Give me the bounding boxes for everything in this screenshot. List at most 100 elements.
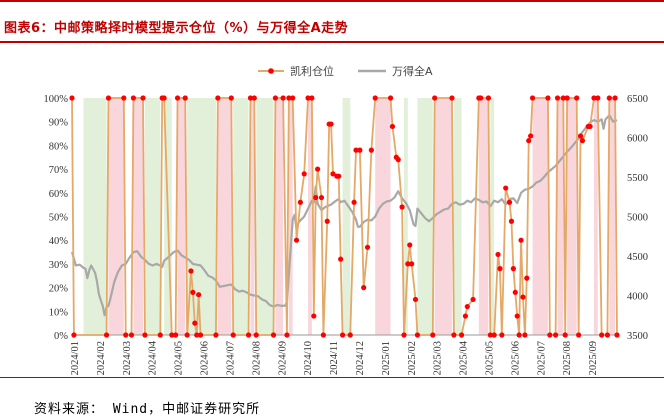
signal-band-bearish	[133, 98, 144, 335]
position-point	[284, 332, 290, 338]
position-point	[516, 332, 522, 338]
position-point	[213, 332, 219, 338]
position-point	[554, 95, 561, 101]
position-point	[301, 171, 307, 177]
y-left-tick-label: 90%	[49, 118, 69, 129]
signal-band-bearish	[593, 98, 598, 335]
position-point	[612, 95, 618, 101]
position-point	[485, 95, 492, 101]
x-tick-label: 2024/01	[70, 341, 81, 375]
y-left-tick-label: 10%	[49, 307, 69, 318]
position-point	[599, 332, 605, 338]
position-point	[464, 303, 470, 310]
position-point	[364, 244, 371, 250]
position-point	[564, 95, 570, 101]
position-point	[196, 292, 202, 298]
position-point	[228, 95, 234, 101]
signal-band-bullish	[187, 98, 216, 335]
y-left-tick-label: 100%	[44, 94, 69, 105]
position-point	[182, 95, 188, 101]
position-point	[311, 313, 317, 319]
signal-band-bearish	[567, 98, 577, 335]
source-note: 资料来源： Wind，中邮证券研究所	[34, 402, 261, 417]
signal-band-bullish	[233, 98, 249, 335]
signal-band-bearish	[177, 98, 186, 335]
position-point	[606, 95, 612, 101]
signal-band-bearish	[609, 98, 616, 335]
position-point	[432, 95, 438, 101]
x-tick-label: 2024/03	[122, 341, 133, 375]
x-tick-label: 2025/02	[407, 341, 418, 375]
position-point	[245, 332, 252, 338]
position-point	[338, 256, 344, 262]
position-point	[547, 332, 553, 338]
signal-band-bullish	[490, 98, 495, 335]
x-tick-label: 2025/01	[381, 341, 392, 375]
position-point	[552, 332, 559, 338]
position-point	[522, 332, 528, 338]
signal-band-bullish	[144, 98, 161, 335]
position-point	[318, 194, 325, 201]
bottom-divider	[0, 377, 664, 378]
position-point	[142, 332, 148, 338]
position-point	[528, 133, 534, 139]
y-right-tick-label: 4000	[627, 292, 648, 303]
position-point	[389, 123, 396, 130]
signal-band-bullish	[342, 98, 351, 335]
signal-band-bearish	[434, 98, 452, 335]
position-point	[587, 123, 593, 130]
position-point	[614, 332, 620, 338]
signal-band-bearish	[108, 98, 124, 335]
y-right-tick-label: 5500	[627, 173, 648, 184]
signal-band-bearish	[275, 98, 284, 335]
position-point	[357, 147, 363, 153]
position-point	[526, 138, 532, 144]
position-point	[524, 275, 530, 281]
position-point	[506, 199, 513, 205]
position-point	[399, 204, 405, 210]
position-point	[336, 173, 342, 179]
position-point	[330, 171, 336, 177]
x-tick-label: 2024/09	[277, 341, 288, 375]
position-point	[562, 332, 568, 338]
position-point	[293, 237, 300, 243]
position-point	[497, 266, 503, 272]
position-point	[478, 95, 484, 101]
position-point	[576, 332, 582, 338]
position-point	[405, 261, 411, 267]
position-point	[470, 296, 476, 303]
position-point	[324, 218, 330, 224]
position-point	[545, 95, 551, 101]
position-point	[529, 95, 536, 101]
position-point	[430, 332, 436, 338]
y-right-tick-label: 5000	[627, 213, 648, 224]
y-left-tick-label: 40%	[49, 236, 69, 247]
legend-position-marker	[268, 68, 274, 74]
position-point	[372, 95, 378, 101]
x-tick-label: 2024/10	[303, 341, 314, 375]
position-point	[449, 95, 455, 101]
position-point	[520, 294, 526, 300]
position-point	[351, 199, 357, 205]
position-point	[499, 332, 505, 338]
position-point	[574, 95, 580, 101]
position-point	[123, 332, 129, 338]
x-tick-label: 2024/07	[225, 341, 236, 375]
position-point	[514, 313, 520, 319]
y-left-tick-label: 20%	[49, 284, 69, 295]
position-point	[69, 95, 75, 101]
signal-band-bullish	[256, 98, 274, 335]
position-point	[409, 261, 415, 267]
signal-band-bearish	[217, 98, 232, 335]
signal-band-bearish	[250, 98, 255, 335]
signal-band-bearish	[308, 98, 312, 335]
signal-band-bearish	[375, 98, 391, 335]
x-tick-label: 2024/02	[96, 341, 107, 375]
x-tick-label: 2025/09	[588, 341, 599, 375]
position-point	[451, 332, 457, 338]
position-point	[251, 95, 257, 101]
position-point	[103, 332, 110, 338]
position-point	[508, 218, 515, 224]
y-right-tick-label: 6000	[627, 134, 648, 145]
signal-band-bullish	[83, 98, 107, 335]
